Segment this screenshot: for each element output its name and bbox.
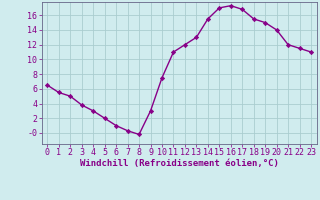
X-axis label: Windchill (Refroidissement éolien,°C): Windchill (Refroidissement éolien,°C) — [80, 159, 279, 168]
